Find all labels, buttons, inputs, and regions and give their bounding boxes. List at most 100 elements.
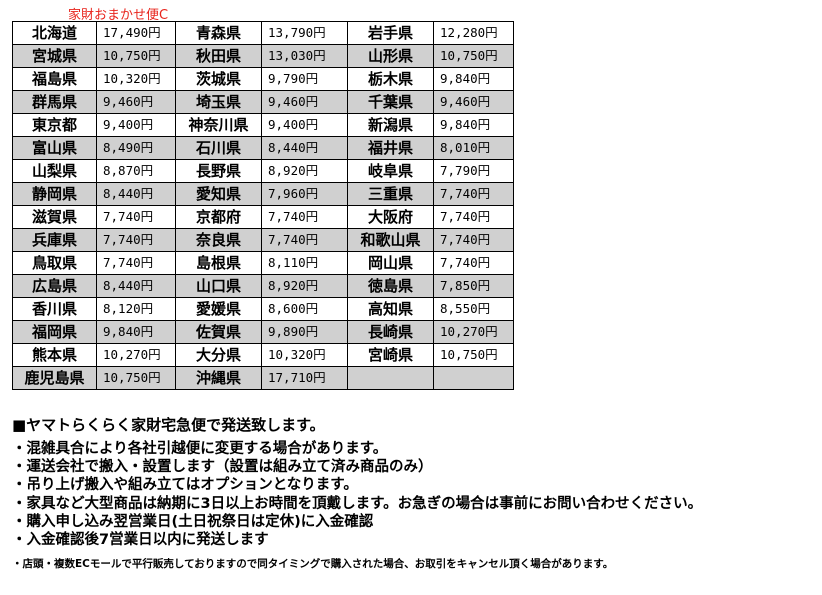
prefecture-cell: 宮崎県 (347, 343, 434, 367)
price-cell: 8,600円 (261, 297, 348, 321)
price-cell: 10,750円 (433, 343, 514, 367)
price-cell: 13,790円 (261, 21, 348, 45)
price-cell: 7,740円 (261, 228, 348, 252)
note-item: ・入金確認後7営業日以内に発送します (12, 532, 269, 549)
prefecture-cell: 長崎県 (347, 320, 434, 344)
prefecture-cell: 秋田県 (175, 44, 262, 68)
prefecture-cell: 大分県 (175, 343, 262, 367)
price-cell: 7,790円 (433, 159, 514, 183)
prefecture-cell: 宮城県 (12, 44, 97, 68)
price-cell: 7,740円 (433, 182, 514, 206)
note-item: ・吊り上げ搬入や組み立てはオプションとなります。 (12, 477, 358, 494)
prefecture-cell: 栃木県 (347, 67, 434, 91)
price-cell: 10,320円 (261, 343, 348, 367)
prefecture-cell: 福島県 (12, 67, 97, 91)
notes-heading: ■ヤマトらくらく家財宅急便で発送致します。 (12, 416, 325, 434)
prefecture-cell: 青森県 (175, 21, 262, 45)
price-cell: 9,400円 (261, 113, 348, 137)
prefecture-cell: 香川県 (12, 297, 97, 321)
prefecture-cell: 高知県 (347, 297, 434, 321)
price-cell: 8,550円 (433, 297, 514, 321)
price-cell: 7,740円 (96, 205, 176, 229)
note-item: ・家具など大型商品は納期に3日以上お時間を頂戴します。お急ぎの場合は事前にお問い… (12, 495, 703, 512)
price-cell: 7,850円 (433, 274, 514, 298)
price-cell: 8,010円 (433, 136, 514, 160)
prefecture-cell: 富山県 (12, 136, 97, 160)
price-cell: 10,270円 (433, 320, 514, 344)
price-cell: 8,440円 (261, 136, 348, 160)
prefecture-cell: 岐阜県 (347, 159, 434, 183)
notes-disclaimer: ・店頭・複数ECモールで平行販売しておりますので同タイミングで購入された場合、お… (12, 558, 614, 571)
shipping-notes: ■ヤマトらくらく家財宅急便で発送致します。 ・混雑具合により各社引越便に変更する… (12, 416, 702, 571)
prefecture-cell: 熊本県 (12, 343, 97, 367)
price-cell: 13,030円 (261, 44, 348, 68)
prefecture-cell: 山口県 (175, 274, 262, 298)
price-cell: 9,460円 (261, 90, 348, 114)
prefecture-cell: 新潟県 (347, 113, 434, 137)
table-row: 福島県 10,320円 茨城県 9,790円 栃木県 9,840円 (12, 67, 514, 91)
table-row: 東京都 9,400円 神奈川県 9,400円 新潟県 9,840円 (12, 113, 514, 137)
table-row: 鹿児島県 10,750円 沖縄県 17,710円 (12, 366, 514, 390)
table-row: 静岡県 8,440円 愛知県 7,960円 三重県 7,740円 (12, 182, 514, 206)
price-cell: 7,960円 (261, 182, 348, 206)
price-cell: 9,840円 (433, 67, 514, 91)
prefecture-cell: 奈良県 (175, 228, 262, 252)
prefecture-cell: 滋賀県 (12, 205, 97, 229)
prefecture-cell: 長野県 (175, 159, 262, 183)
price-cell: 8,110円 (261, 251, 348, 275)
price-cell: 10,750円 (96, 366, 176, 390)
prefecture-cell: 兵庫県 (12, 228, 97, 252)
price-cell: 7,740円 (96, 228, 176, 252)
prefecture-cell: 愛知県 (175, 182, 262, 206)
prefecture-cell: 神奈川県 (175, 113, 262, 137)
prefecture-cell: 岩手県 (347, 21, 434, 45)
prefecture-cell: 鳥取県 (12, 251, 97, 275)
prefecture-cell: 茨城県 (175, 67, 262, 91)
price-cell: 7,740円 (96, 251, 176, 275)
prefecture-cell: 福井県 (347, 136, 434, 160)
price-cell: 9,890円 (261, 320, 348, 344)
price-cell: 8,920円 (261, 159, 348, 183)
prefecture-cell: 沖縄県 (175, 366, 262, 390)
prefecture-cell: 北海道 (12, 21, 97, 45)
prefecture-cell: 岡山県 (347, 251, 434, 275)
price-cell: 9,400円 (96, 113, 176, 137)
prefecture-cell: 東京都 (12, 113, 97, 137)
prefecture-cell: 広島県 (12, 274, 97, 298)
prefecture-cell: 静岡県 (12, 182, 97, 206)
prefecture-cell: 福岡県 (12, 320, 97, 344)
prefecture-cell: 群馬県 (12, 90, 97, 114)
note-item: ・運送会社で搬入・設置します（設置は組み立て済み商品のみ） (12, 459, 433, 476)
price-cell: 8,870円 (96, 159, 176, 183)
price-cell: 8,120円 (96, 297, 176, 321)
table-row: 群馬県 9,460円 埼玉県 9,460円 千葉県 9,460円 (12, 90, 514, 114)
prefecture-cell: 和歌山県 (347, 228, 434, 252)
table-row: 広島県 8,440円 山口県 8,920円 徳島県 7,850円 (12, 274, 514, 298)
prefecture-cell: 石川県 (175, 136, 262, 160)
price-cell: 8,920円 (261, 274, 348, 298)
prefecture-cell: 佐賀県 (175, 320, 262, 344)
price-cell: 9,460円 (96, 90, 176, 114)
prefecture-cell: 島根県 (175, 251, 262, 275)
prefecture-cell (347, 366, 434, 390)
price-cell: 7,740円 (433, 228, 514, 252)
prefecture-cell: 愛媛県 (175, 297, 262, 321)
prefecture-cell: 山梨県 (12, 159, 97, 183)
price-cell: 9,790円 (261, 67, 348, 91)
table-row: 宮城県 10,750円 秋田県 13,030円 山形県 10,750円 (12, 44, 514, 68)
price-cell: 9,840円 (96, 320, 176, 344)
note-item: ・混雑具合により各社引越便に変更する場合があります。 (12, 441, 388, 457)
prefecture-cell: 徳島県 (347, 274, 434, 298)
price-cell: 10,750円 (433, 44, 514, 68)
table-row: 富山県 8,490円 石川県 8,440円 福井県 8,010円 (12, 136, 514, 160)
table-row: 山梨県 8,870円 長野県 8,920円 岐阜県 7,790円 (12, 159, 514, 183)
table-row: 滋賀県 7,740円 京都府 7,740円 大阪府 7,740円 (12, 205, 514, 229)
table-row: 鳥取県 7,740円 島根県 8,110円 岡山県 7,740円 (12, 251, 514, 275)
price-cell: 8,440円 (96, 182, 176, 206)
prefecture-cell: 三重県 (347, 182, 434, 206)
table-row: 香川県 8,120円 愛媛県 8,600円 高知県 8,550円 (12, 297, 514, 321)
price-cell: 17,710円 (261, 366, 348, 390)
note-item: ・購入申し込み翌営業日(土日祝祭日は定休)に入金確認 (12, 513, 374, 530)
shipping-fee-table: 北海道 17,490円 青森県 13,790円 岩手県 12,280円 宮城県 10,750円… (12, 21, 514, 390)
price-cell: 17,490円 (96, 21, 176, 45)
